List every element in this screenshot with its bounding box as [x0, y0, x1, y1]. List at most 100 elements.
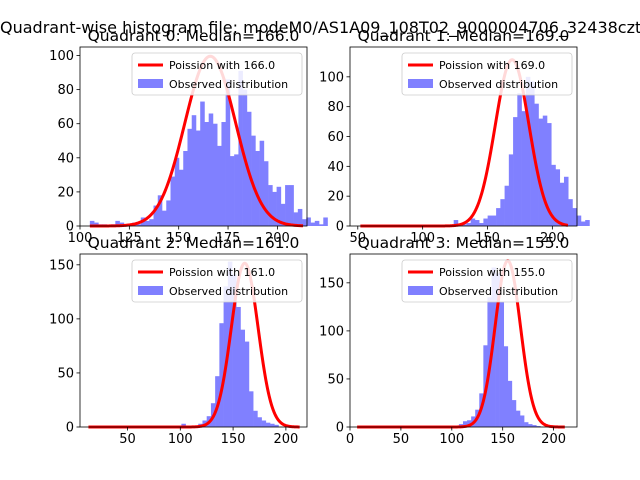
- histogram-bar: [495, 273, 500, 427]
- histogram-bar: [314, 220, 320, 226]
- legend-hist-swatch: [408, 79, 433, 88]
- histogram-bar: [453, 220, 459, 226]
- histogram-bar: [259, 140, 265, 226]
- histogram-bar: [524, 422, 529, 427]
- legend-fit-label: Poission with 161.0: [169, 266, 275, 279]
- figure-title: Quadrant-wise histogram file: modeM0/AS1…: [0, 18, 640, 37]
- histogram-bar: [225, 79, 231, 226]
- subplot-title: Quadrant 3: Median=155.0: [358, 234, 570, 252]
- histogram-bar: [499, 302, 505, 427]
- histogram-bar: [483, 218, 488, 226]
- y-tick-label: 150: [49, 258, 74, 273]
- histogram-bar: [265, 422, 271, 427]
- histogram-bar: [221, 122, 226, 226]
- histogram-bar: [268, 185, 273, 226]
- histogram-bar: [491, 215, 497, 226]
- x-tick-label: 125: [117, 231, 142, 246]
- x-tick-label: 50: [350, 231, 367, 246]
- legend-hist-label: Observed distribution: [169, 285, 288, 298]
- subplot-quadrant-0: 100 125 150 175 200 0 20 40 60 80 100 Quadrant 0: M…: [49, 27, 328, 246]
- histogram-bar: [181, 423, 186, 427]
- x-tick-label: 150: [475, 231, 500, 246]
- histogram-bar: [479, 223, 484, 226]
- y-tick-label: 20: [57, 185, 74, 200]
- histogram-bar: [297, 208, 303, 226]
- histogram-bar: [272, 191, 277, 226]
- subplot-title: Quadrant 2: Median=161.0: [88, 234, 300, 252]
- histogram-bar: [470, 218, 476, 226]
- histogram-bar: [289, 185, 294, 226]
- y-tick-label: 100: [319, 324, 344, 339]
- histogram-bar: [302, 219, 307, 226]
- histogram-bar: [474, 220, 480, 226]
- y-tick-label: 50: [57, 366, 74, 381]
- y-tick-label: 0: [336, 421, 344, 436]
- x-tick-label: 200: [541, 432, 566, 447]
- x-tick-label: 150: [490, 432, 515, 447]
- histogram-bar: [559, 182, 565, 226]
- legend-box: [131, 52, 303, 96]
- histogram-bar: [580, 221, 586, 226]
- histogram-bar: [162, 210, 167, 226]
- x-tick-label: 100: [410, 231, 435, 246]
- x-tick-label: 175: [216, 231, 241, 246]
- subplot-title: Quadrant 1: Median=169.0: [358, 27, 570, 45]
- histogram-bar: [276, 186, 282, 226]
- histogram-bar: [236, 306, 241, 427]
- legend-hist-label: Observed distribution: [169, 78, 288, 91]
- histogram-bar: [323, 217, 328, 226]
- x-tick-label: 100: [439, 432, 464, 447]
- histogram-bar: [285, 185, 290, 226]
- histogram-bar: [115, 220, 120, 226]
- y-tick-label: 40: [57, 151, 74, 166]
- legend-hist-label: Observed distribution: [439, 285, 558, 298]
- histogram-bar: [496, 208, 501, 226]
- histogram-bar: [519, 415, 525, 427]
- histogram-bar: [280, 203, 286, 226]
- y-tick-label: 60: [57, 117, 74, 132]
- histogram-bar: [257, 417, 262, 427]
- x-tick-label: 150: [166, 231, 191, 246]
- histogram-bar: [542, 115, 548, 226]
- x-tick-label: 100: [68, 231, 93, 246]
- histogram-bar: [166, 200, 171, 226]
- y-tick-label: 50: [327, 372, 344, 387]
- histogram-bar: [547, 123, 552, 226]
- histogram-bar: [310, 222, 316, 226]
- histogram-bar: [153, 205, 159, 226]
- legend-box: [401, 259, 573, 303]
- histogram-bar: [572, 208, 578, 226]
- y-tick-label: 100: [49, 312, 74, 327]
- axes-frame: [79, 253, 308, 428]
- legend: Poission with 169.0 Observed distribution: [401, 52, 573, 96]
- x-tick-label: 50: [393, 432, 410, 447]
- histogram-bar: [89, 220, 95, 226]
- legend-hist-swatch: [138, 79, 163, 88]
- histogram-bar: [261, 420, 267, 427]
- histogram-bar: [240, 329, 246, 427]
- x-tick-label: 100: [168, 432, 193, 447]
- histogram-bar: [500, 199, 505, 226]
- x-tick-label: 0: [346, 432, 354, 447]
- x-tick-label: 150: [221, 432, 246, 447]
- histogram-bar: [319, 224, 324, 226]
- histogram-bar: [149, 219, 154, 226]
- x-tick-label: 200: [540, 231, 565, 246]
- histogram-bar: [183, 150, 188, 226]
- y-tick-label: 0: [66, 421, 74, 436]
- subplot-title: Quadrant 0: Median=166.0: [88, 27, 300, 45]
- histogram-bar: [576, 215, 582, 226]
- histogram-bar: [306, 217, 311, 226]
- histogram-bar: [563, 176, 569, 226]
- legend: Poission with 155.0 Observed distribution: [401, 259, 573, 303]
- histogram-bar: [170, 176, 176, 226]
- histogram-bar: [251, 135, 256, 226]
- histogram-bar: [504, 185, 510, 226]
- histogram-bar: [532, 425, 537, 427]
- histogram-bar: [187, 128, 193, 226]
- y-tick-label: 100: [319, 70, 344, 85]
